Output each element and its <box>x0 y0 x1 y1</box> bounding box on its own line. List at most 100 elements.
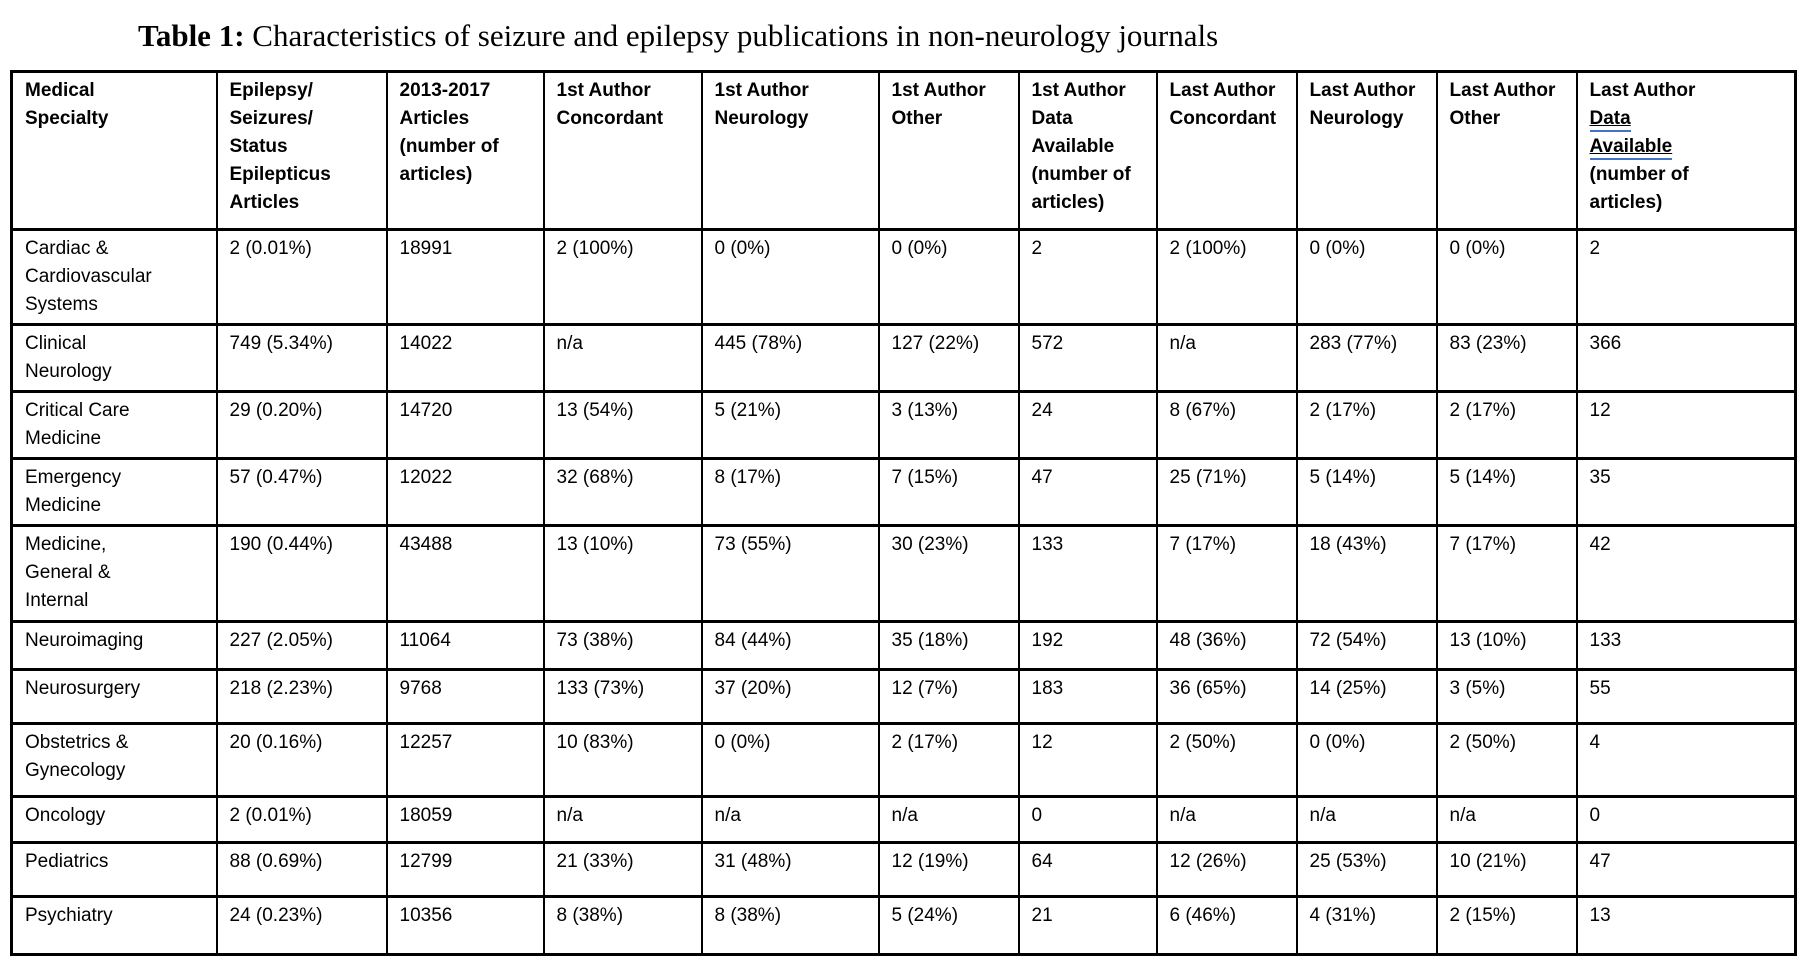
value-cell: 0 <box>1017 795 1158 844</box>
table-row: Neurosurgery 218 (2.23%) 9768 133 (73%) … <box>10 668 1797 725</box>
value-cell: 48 (36%) <box>1155 620 1298 671</box>
value-cell: 25 (53%) <box>1295 841 1438 898</box>
value-cell: n/a <box>1295 795 1438 844</box>
value-cell: 35 <box>1575 457 1797 527</box>
value-cell: 4 <box>1575 722 1797 798</box>
value-cell: 445 (78%) <box>700 323 880 393</box>
value-cell: 9768 <box>385 668 545 725</box>
value-cell: 0 (0%) <box>1295 228 1438 326</box>
value-cell: 73 (38%) <box>542 620 703 671</box>
value-cell: 13 (10%) <box>542 524 703 623</box>
table-row: Emergency Medicine 57 (0.47%) 12022 32 (… <box>10 457 1797 527</box>
value-cell: 133 <box>1017 524 1158 623</box>
value-cell: n/a <box>1155 323 1298 393</box>
value-cell: 30 (23%) <box>877 524 1020 623</box>
value-cell: 72 (54%) <box>1295 620 1438 671</box>
header-line-last-author: Last Author <box>1589 80 1696 101</box>
value-cell: 2 (100%) <box>1155 228 1298 326</box>
specialty-cell: Clinical Neurology <box>10 323 218 393</box>
table-body: Cardiac & Cardiovascular Systems 2 (0.01… <box>10 228 1797 956</box>
value-cell: 88 (0.69%) <box>215 841 388 898</box>
value-cell: 11064 <box>385 620 545 671</box>
underlined-available-label: Available <box>1589 136 1673 160</box>
col-header-1st-author-data-available: 1st Author Data Available (number of art… <box>1017 70 1158 231</box>
value-cell: 10 (83%) <box>542 722 703 798</box>
value-cell: 133 (73%) <box>542 668 703 725</box>
value-cell: 29 (0.20%) <box>215 390 388 460</box>
value-cell: 18 (43%) <box>1295 524 1438 623</box>
value-cell: n/a <box>700 795 880 844</box>
value-cell: 0 <box>1575 795 1797 844</box>
col-header-last-author-neurology: Last Author Neurology <box>1295 70 1438 231</box>
value-cell: n/a <box>1435 795 1578 844</box>
specialty-cell: Psychiatry <box>10 895 218 956</box>
value-cell: 133 <box>1575 620 1797 671</box>
value-cell: 12 (26%) <box>1155 841 1298 898</box>
value-cell: 24 <box>1017 390 1158 460</box>
value-cell: 31 (48%) <box>700 841 880 898</box>
value-cell: 42 <box>1575 524 1797 623</box>
value-cell: 2 <box>1017 228 1158 326</box>
value-cell: 47 <box>1575 841 1797 898</box>
value-cell: 10 (21%) <box>1435 841 1578 898</box>
value-cell: 55 <box>1575 668 1797 725</box>
value-cell: n/a <box>1155 795 1298 844</box>
value-cell: 14720 <box>385 390 545 460</box>
table-title-text: Characteristics of seizure and epilepsy … <box>244 18 1219 53</box>
value-cell: 7 (15%) <box>877 457 1020 527</box>
value-cell: 2 (15%) <box>1435 895 1578 956</box>
col-header-epilepsy-seizures-articles: Epilepsy/ Seizures/ Status Epilepticus A… <box>215 70 388 231</box>
table-title-label: Table 1: <box>138 18 245 53</box>
specialty-cell: Pediatrics <box>10 841 218 898</box>
table-row: Cardiac & Cardiovascular Systems 2 (0.01… <box>10 228 1797 326</box>
specialty-cell: Critical Care Medicine <box>10 390 218 460</box>
table-row: Obstetrics & Gynecology 20 (0.16%) 12257… <box>10 722 1797 798</box>
value-cell: 5 (21%) <box>700 390 880 460</box>
value-cell: 84 (44%) <box>700 620 880 671</box>
table-title: Table 1: Characteristics of seizure and … <box>0 0 1804 70</box>
header-row: Medical Specialty Epilepsy/ Seizures/ St… <box>10 70 1797 231</box>
specialty-cell: Obstetrics & Gynecology <box>10 722 218 798</box>
value-cell: 21 <box>1017 895 1158 956</box>
value-cell: 183 <box>1017 668 1158 725</box>
value-cell: 36 (65%) <box>1155 668 1298 725</box>
table-row: Psychiatry 24 (0.23%) 10356 8 (38%) 8 (3… <box>10 895 1797 956</box>
value-cell: 192 <box>1017 620 1158 671</box>
value-cell: n/a <box>877 795 1020 844</box>
value-cell: 24 (0.23%) <box>215 895 388 956</box>
specialty-cell: Medicine, General & Internal <box>10 524 218 623</box>
value-cell: 57 (0.47%) <box>215 457 388 527</box>
value-cell: 13 (54%) <box>542 390 703 460</box>
specialty-cell: Oncology <box>10 795 218 844</box>
value-cell: 43488 <box>385 524 545 623</box>
value-cell: 2 (17%) <box>877 722 1020 798</box>
value-cell: 12022 <box>385 457 545 527</box>
value-cell: 14 (25%) <box>1295 668 1438 725</box>
value-cell: 218 (2.23%) <box>215 668 388 725</box>
value-cell: 64 <box>1017 841 1158 898</box>
value-cell: 0 (0%) <box>700 228 880 326</box>
value-cell: 12 (7%) <box>877 668 1020 725</box>
value-cell: 4 (31%) <box>1295 895 1438 956</box>
header-line-number-of-articles: (number of articles) <box>1589 164 1689 213</box>
value-cell: 2 (17%) <box>1295 390 1438 460</box>
value-cell: 0 (0%) <box>1435 228 1578 326</box>
value-cell: 13 <box>1575 895 1797 956</box>
value-cell: 12257 <box>385 722 545 798</box>
value-cell: 18059 <box>385 795 545 844</box>
value-cell: 127 (22%) <box>877 323 1020 393</box>
col-header-2013-2017-articles: 2013-2017 Articles (number of articles) <box>385 70 545 231</box>
value-cell: 5 (14%) <box>1435 457 1578 527</box>
value-cell: n/a <box>542 323 703 393</box>
col-header-1st-author-neurology: 1st Author Neurology <box>700 70 880 231</box>
value-cell: 12 <box>1017 722 1158 798</box>
specialty-cell: Neurosurgery <box>10 668 218 725</box>
value-cell: 2 (17%) <box>1435 390 1578 460</box>
value-cell: 190 (0.44%) <box>215 524 388 623</box>
value-cell: 283 (77%) <box>1295 323 1438 393</box>
value-cell: 2 (0.01%) <box>215 228 388 326</box>
value-cell: 2 (100%) <box>542 228 703 326</box>
value-cell: 7 (17%) <box>1435 524 1578 623</box>
table-row: Medicine, General & Internal 190 (0.44%)… <box>10 524 1797 623</box>
